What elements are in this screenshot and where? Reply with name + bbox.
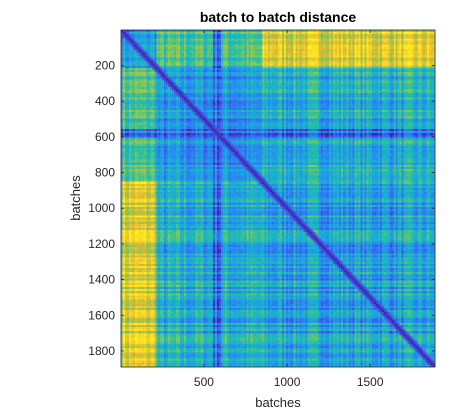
y-tick-label: 600 [95,130,115,144]
x-tick-label: 1000 [274,375,301,389]
y-tick-label: 1600 [88,308,115,322]
heatmap [121,30,435,367]
y-tick-label: 1800 [88,344,115,358]
y-tick-label: 400 [95,94,115,108]
y-axis-ticks: 200 400 600 800 1000 1200 1400 1600 1800 [88,59,435,358]
y-axis-label: batches [68,175,83,221]
y-tick-label: 800 [95,166,115,180]
chart-title: batch to batch distance [200,9,357,25]
axes-box [120,29,436,368]
heatmap-image [121,30,435,367]
y-tick-label: 1200 [88,237,115,251]
y-tick-label: 1400 [88,273,115,287]
x-axis-label: batches [255,395,301,410]
x-tick-label: 500 [194,375,214,389]
x-axis-ticks: 500 1000 1500 [194,30,384,389]
y-tick-label: 1000 [88,201,115,215]
x-tick-label: 1500 [357,375,384,389]
y-tick-label: 200 [95,59,115,73]
